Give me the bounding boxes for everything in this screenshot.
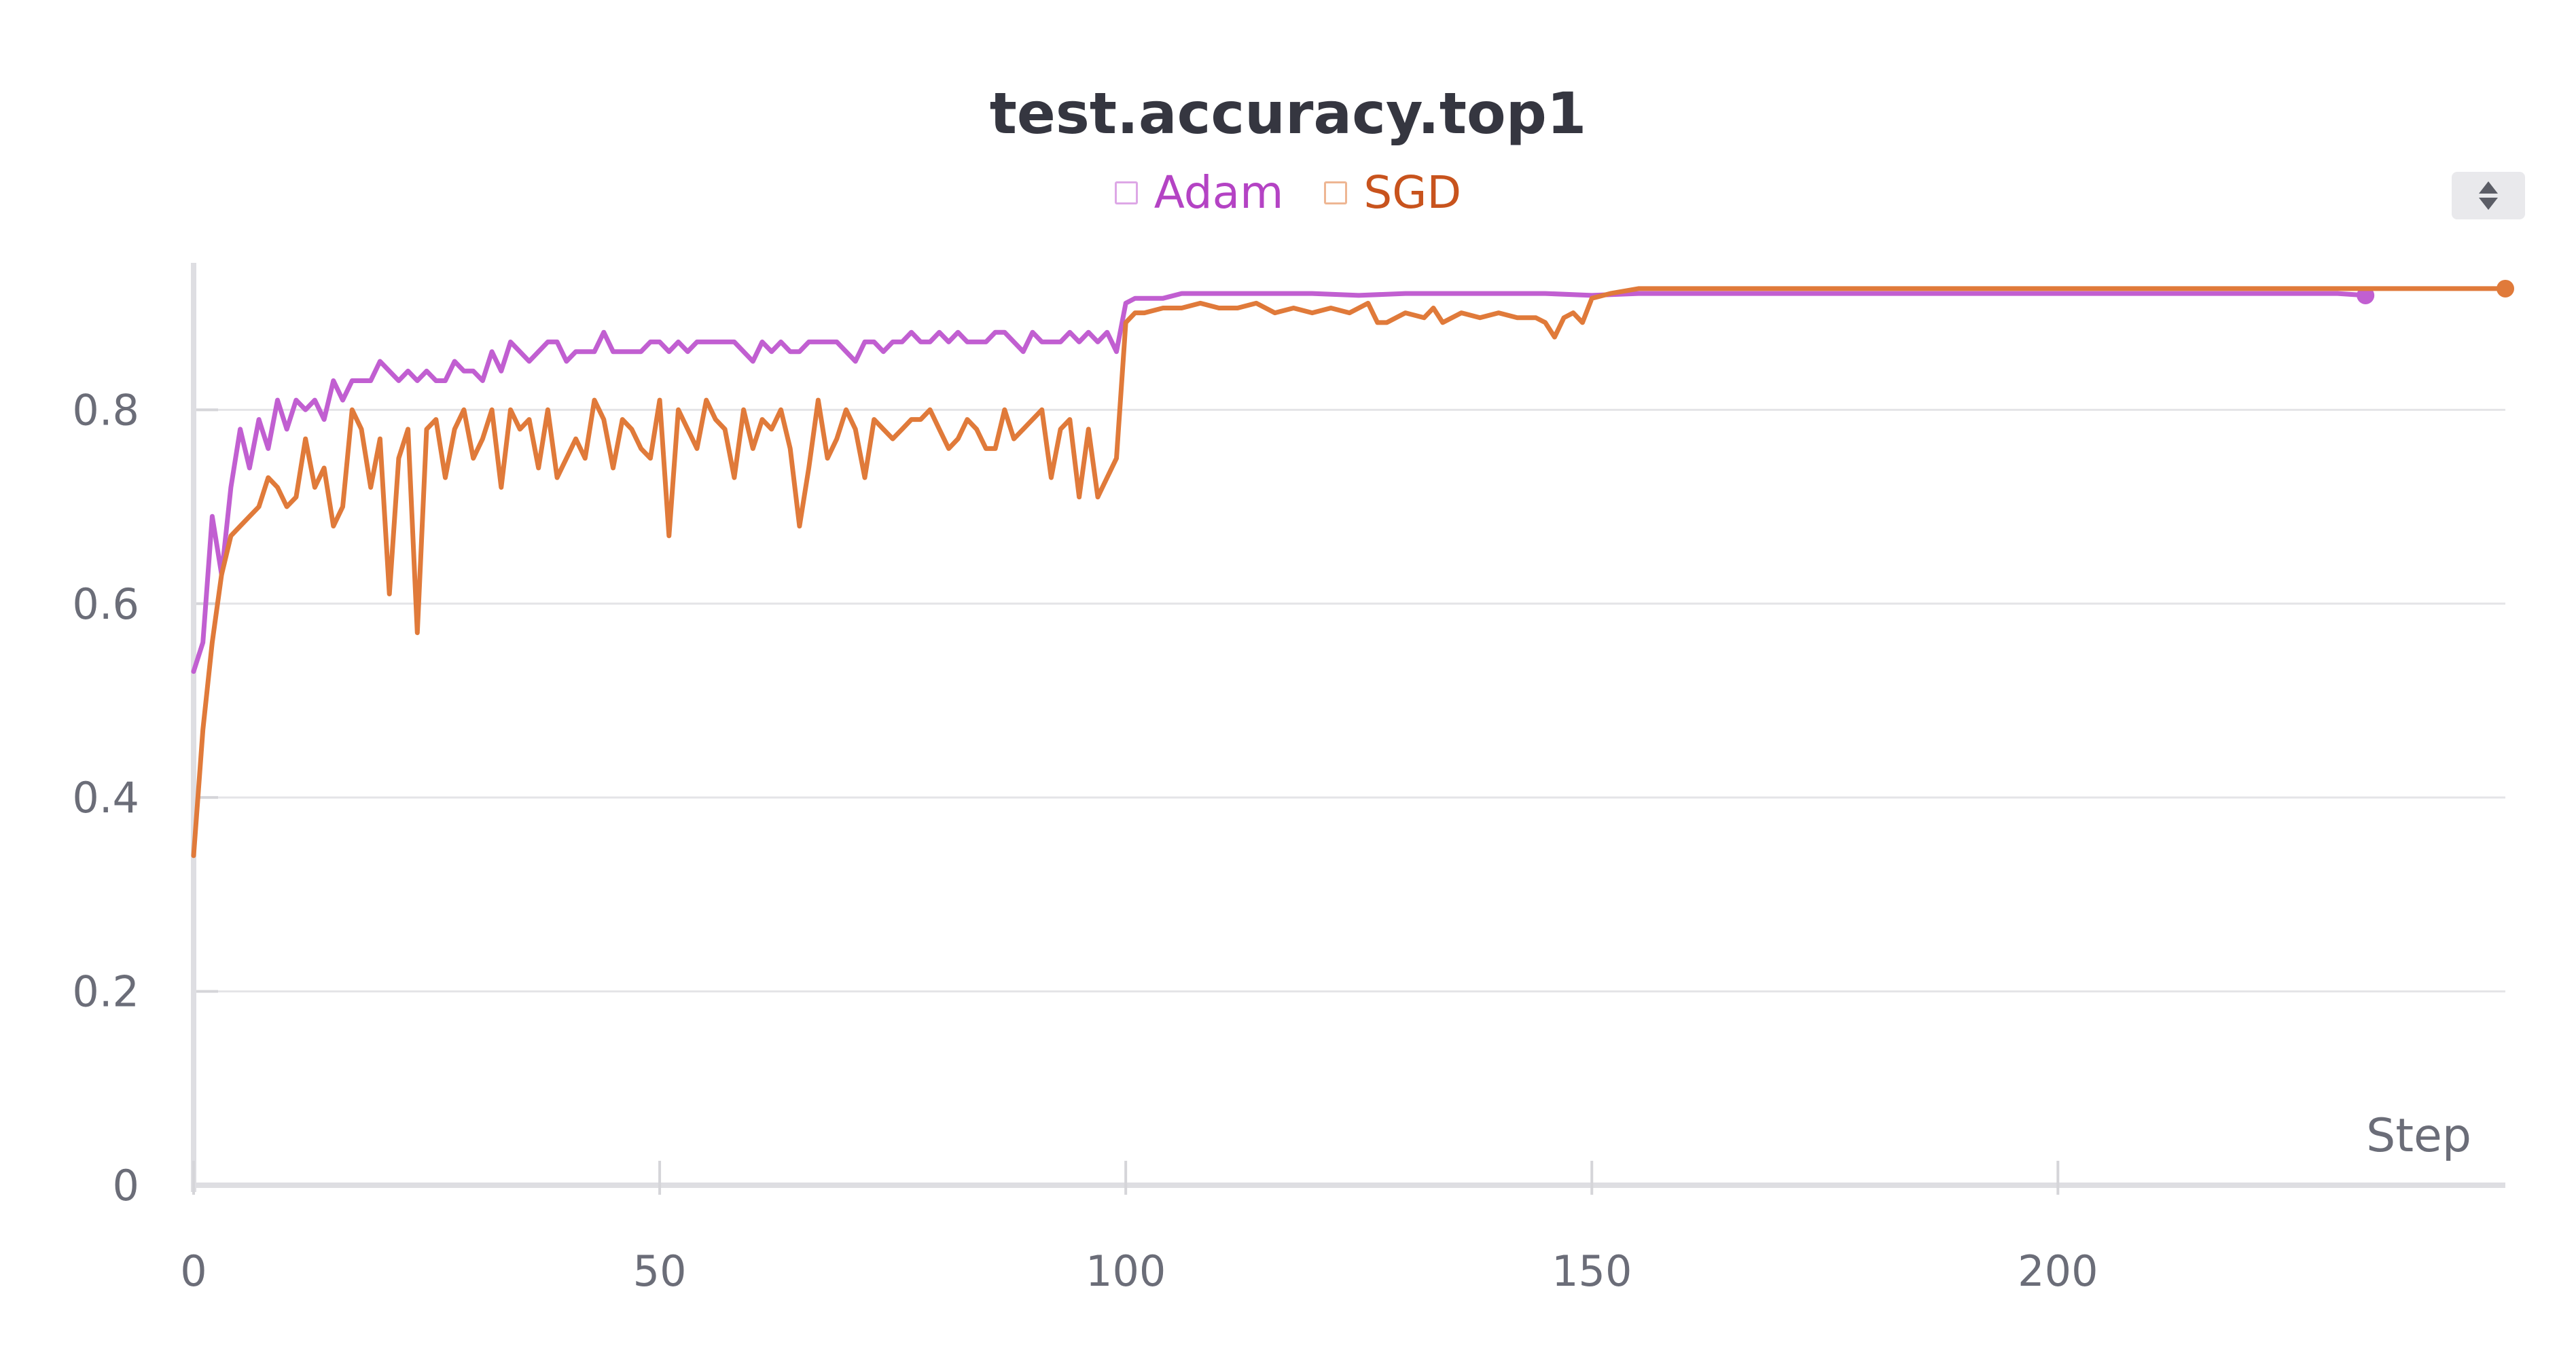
y-tick-label: 0.4 [72, 773, 139, 823]
x-tick-label: 50 [633, 1246, 687, 1296]
legend-swatch-sgd [1324, 181, 1348, 204]
series-lines [191, 279, 2514, 859]
x-axis-label: Step [2366, 1109, 2471, 1163]
y-tick-label: 0.2 [72, 967, 139, 1017]
legend: Adam SGD [0, 166, 2576, 219]
legend-label-adam: Adam [1153, 166, 1284, 219]
axes [191, 263, 2505, 1195]
legend-scroll-control[interactable] [2452, 172, 2525, 219]
scroll-up-icon[interactable] [2479, 181, 2498, 194]
x-tick-label: 0 [180, 1246, 207, 1296]
chart-title: test.accuracy.top1 [989, 80, 1587, 147]
legend-item-adam[interactable]: Adam [1114, 166, 1284, 219]
legend-item-sgd[interactable]: SGD [1324, 166, 1461, 219]
legend-label-sgd: SGD [1363, 166, 1462, 219]
x-tick-label: 150 [1552, 1246, 1632, 1296]
series-line-sgd[interactable] [191, 286, 2508, 859]
scroll-down-icon[interactable] [2479, 198, 2498, 210]
series-line-adam[interactable] [191, 291, 2368, 674]
y-tick-label: 0.8 [72, 385, 139, 435]
y-tick-label: 0 [113, 1161, 139, 1210]
series-endpoint-adam[interactable] [2357, 286, 2375, 304]
tick-labels: 0 0.2 0.4 0.6 0.8 0 50 100 150 200 [72, 385, 2098, 1296]
y-tick-label: 0.6 [72, 579, 139, 629]
x-tick-label: 100 [1086, 1246, 1166, 1296]
x-tick-label: 200 [2018, 1246, 2098, 1296]
grid-lines [194, 408, 2505, 993]
series-endpoint-sgd[interactable] [2497, 279, 2514, 297]
legend-swatch-adam [1114, 181, 1138, 204]
